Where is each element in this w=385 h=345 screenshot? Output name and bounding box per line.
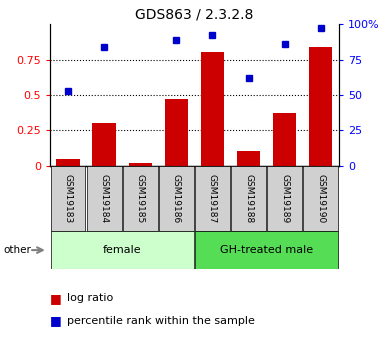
FancyBboxPatch shape xyxy=(195,166,230,231)
Text: GSM19184: GSM19184 xyxy=(100,174,109,223)
Text: GSM19189: GSM19189 xyxy=(280,174,289,223)
Bar xyxy=(273,113,296,166)
FancyBboxPatch shape xyxy=(51,166,85,231)
Bar xyxy=(237,151,260,166)
FancyBboxPatch shape xyxy=(303,166,338,231)
Text: ■: ■ xyxy=(50,314,62,327)
Bar xyxy=(201,52,224,166)
Text: ■: ■ xyxy=(50,292,62,305)
Text: log ratio: log ratio xyxy=(67,294,114,303)
FancyBboxPatch shape xyxy=(267,166,302,231)
Bar xyxy=(309,47,333,166)
Text: GSM19190: GSM19190 xyxy=(316,174,325,223)
FancyBboxPatch shape xyxy=(51,231,194,269)
Text: GSM19187: GSM19187 xyxy=(208,174,217,223)
Bar xyxy=(129,163,152,166)
Text: GSM19186: GSM19186 xyxy=(172,174,181,223)
Text: GH-treated male: GH-treated male xyxy=(220,245,313,255)
FancyBboxPatch shape xyxy=(195,231,338,269)
FancyBboxPatch shape xyxy=(123,166,157,231)
Text: percentile rank within the sample: percentile rank within the sample xyxy=(67,316,255,326)
Title: GDS863 / 2.3.2.8: GDS863 / 2.3.2.8 xyxy=(135,8,254,22)
Bar xyxy=(56,159,80,166)
Text: other: other xyxy=(4,245,32,255)
Text: female: female xyxy=(103,245,142,255)
Text: GSM19188: GSM19188 xyxy=(244,174,253,223)
FancyBboxPatch shape xyxy=(231,166,266,231)
FancyBboxPatch shape xyxy=(87,166,122,231)
Bar xyxy=(165,99,188,166)
FancyBboxPatch shape xyxy=(159,166,194,231)
Bar xyxy=(92,123,116,166)
Text: GSM19183: GSM19183 xyxy=(64,174,73,223)
Text: GSM19185: GSM19185 xyxy=(136,174,145,223)
